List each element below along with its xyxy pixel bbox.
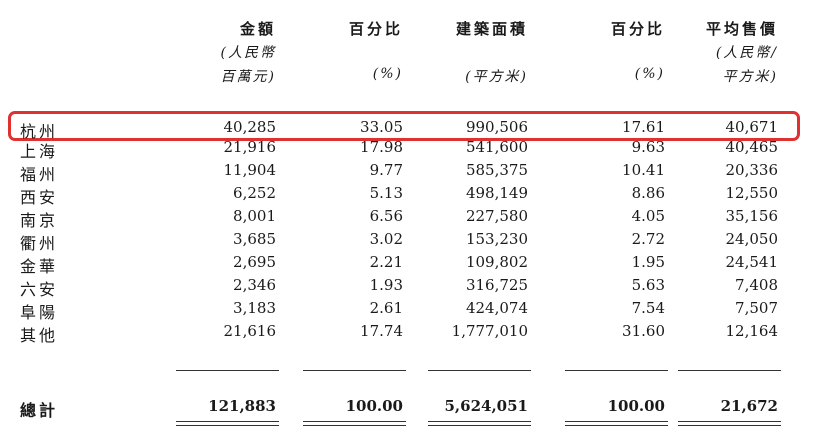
column-subtotal-rule (303, 370, 406, 371)
table-cell: 5.13 (369, 184, 403, 202)
table-cell: 12,164 (725, 322, 779, 340)
table-cell: 2.72 (631, 230, 665, 248)
table-cell: 20,336 (725, 161, 779, 179)
table-cell: 6,252 (233, 184, 276, 202)
total-label: 總計 (20, 401, 59, 420)
column-header-1: 金額 (239, 20, 276, 38)
column-unit-4-line2: (%) (634, 66, 665, 82)
row-label: 杭州 (20, 122, 59, 141)
table-cell: 2.21 (369, 253, 403, 271)
table-cell: 35,156 (725, 207, 779, 225)
row-label: 福州 (20, 165, 59, 184)
column-unit-5-line1: (人民幣/ (715, 45, 778, 61)
table-cell: 9.63 (631, 138, 665, 156)
column-header-5: 平均售價 (705, 20, 778, 38)
total-cell: 100.00 (607, 397, 665, 415)
table-cell: 7,507 (735, 299, 778, 317)
table-cell: 1.95 (631, 253, 665, 271)
table-cell: 227,580 (465, 207, 528, 225)
table-cell: 8,001 (233, 207, 276, 225)
total-double-rule (565, 421, 668, 426)
table-cell: 7,408 (735, 276, 778, 294)
table-cell: 31.60 (622, 322, 665, 340)
table-cell: 17.74 (360, 322, 403, 340)
table-cell: 21,916 (223, 138, 277, 156)
total-cell: 121,883 (208, 397, 276, 415)
table-cell: 1,777,010 (451, 322, 528, 340)
table-cell: 7.54 (631, 299, 665, 317)
table-cell: 498,149 (465, 184, 528, 202)
column-header-3: 建築面積 (455, 20, 528, 38)
total-cell: 5,624,051 (444, 397, 528, 415)
table-cell: 9.77 (369, 161, 403, 179)
table-cell: 541,600 (465, 138, 528, 156)
table-cell: 424,074 (465, 299, 528, 317)
table-cell: 10.41 (622, 161, 665, 179)
table-cell: 17.98 (360, 138, 403, 156)
highlight-box (8, 111, 800, 141)
table-cell: 990,506 (465, 118, 528, 136)
table-cell: 11,904 (223, 161, 277, 179)
table-cell: 153,230 (465, 230, 528, 248)
column-unit-1-line2: 百萬元) (220, 69, 276, 85)
table-cell: 40,285 (223, 118, 277, 136)
column-unit-2-line2: (%) (372, 66, 403, 82)
total-double-rule (678, 421, 781, 426)
column-subtotal-rule (565, 370, 668, 371)
table-cell: 8.86 (631, 184, 665, 202)
row-label: 衢州 (20, 234, 59, 253)
column-unit-5-line2: 平方米) (722, 69, 778, 85)
total-double-rule (176, 421, 279, 426)
table-cell: 24,050 (725, 230, 779, 248)
column-subtotal-rule (428, 370, 531, 371)
row-label: 南京 (20, 211, 59, 230)
row-label: 其他 (20, 326, 59, 345)
table-cell: 40,671 (725, 118, 779, 136)
row-label: 西安 (20, 188, 59, 207)
table-cell: 3,183 (233, 299, 276, 317)
total-cell: 100.00 (345, 397, 403, 415)
table-cell: 2,695 (233, 253, 276, 271)
column-header-4: 百分比 (610, 20, 665, 38)
table-cell: 109,802 (465, 253, 528, 271)
table-cell: 17.61 (622, 118, 665, 136)
table-cell: 24,541 (725, 253, 779, 271)
row-label: 六安 (20, 280, 59, 299)
column-header-2: 百分比 (348, 20, 403, 38)
row-label: 阜陽 (20, 303, 59, 322)
column-unit-1-line1: (人民幣 (220, 45, 276, 61)
table-cell: 3.02 (369, 230, 403, 248)
table-cell: 12,550 (725, 184, 779, 202)
total-cell: 21,672 (720, 397, 778, 415)
column-subtotal-rule (678, 370, 781, 371)
row-label: 金華 (20, 257, 59, 276)
total-double-rule (428, 421, 531, 426)
column-unit-3-line2: (平方米) (465, 69, 528, 85)
table-cell: 2,346 (233, 276, 276, 294)
row-label: 上海 (20, 142, 59, 161)
table-cell: 21,616 (223, 322, 277, 340)
column-subtotal-rule (176, 370, 279, 371)
table-cell: 6.56 (369, 207, 403, 225)
table-cell: 33.05 (360, 118, 403, 136)
table-cell: 316,725 (465, 276, 528, 294)
table-cell: 4.05 (631, 207, 665, 225)
table-cell: 5.63 (631, 276, 665, 294)
table-cell: 2.61 (369, 299, 403, 317)
table-cell: 40,465 (725, 138, 779, 156)
table-cell: 585,375 (465, 161, 528, 179)
table-cell: 3,685 (233, 230, 276, 248)
total-double-rule (303, 421, 406, 426)
table-cell: 1.93 (369, 276, 403, 294)
